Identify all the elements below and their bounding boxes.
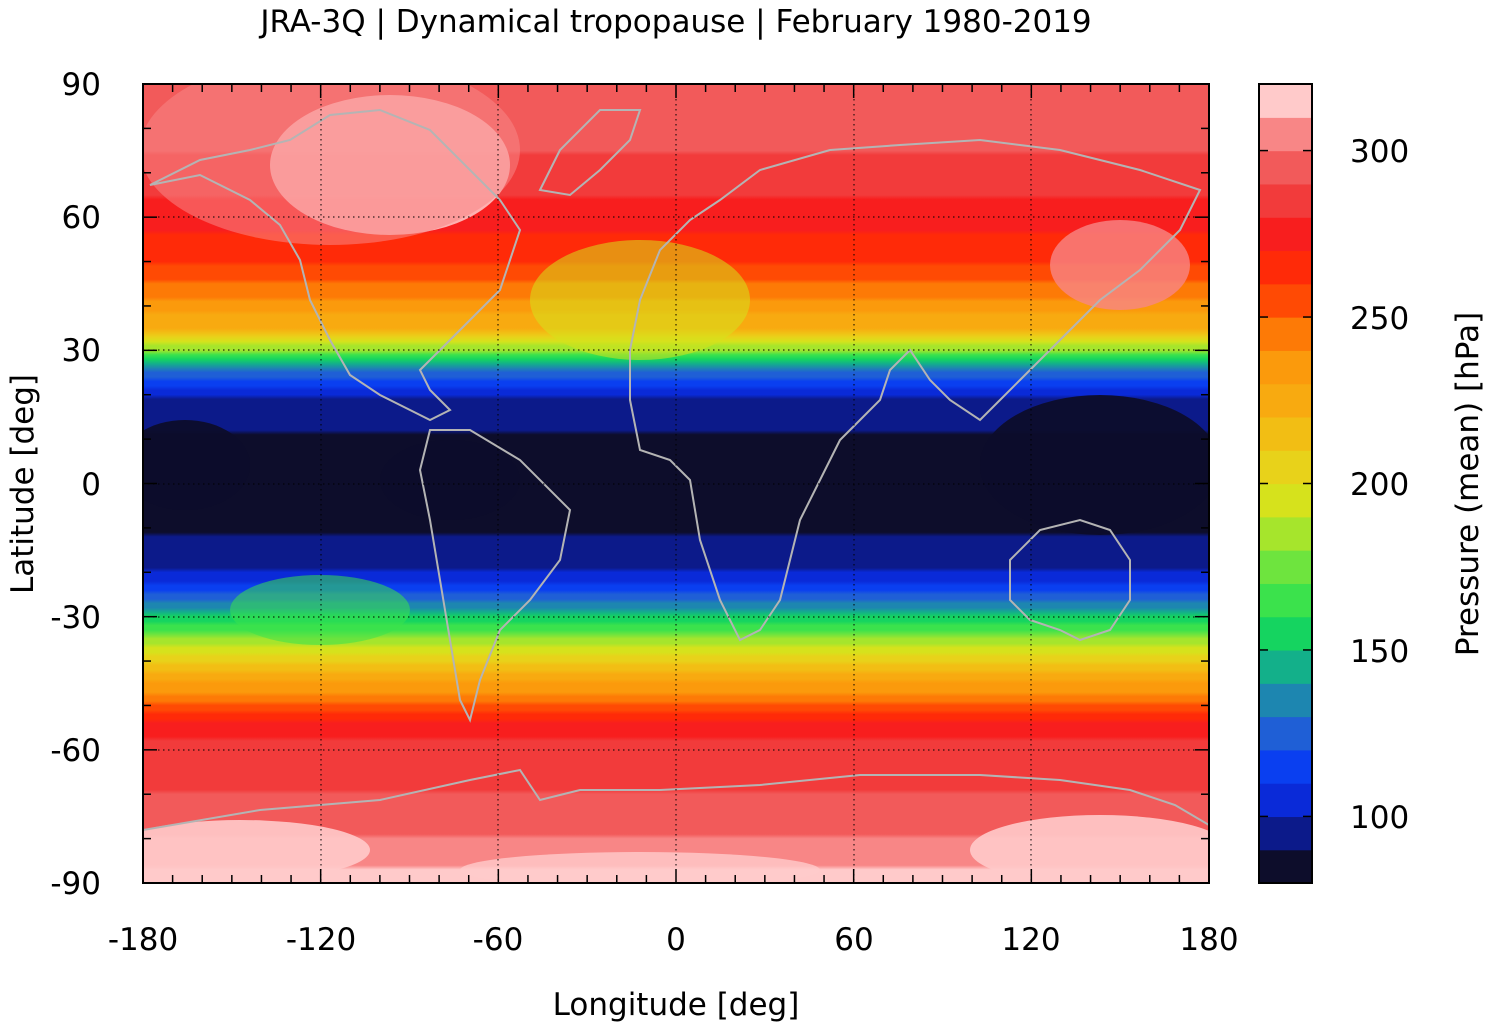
y-tick-label: -60 [50, 733, 101, 769]
colorbar-label: Pressure (mean) [hPa] [1450, 312, 1486, 656]
dateline-deep-patch [143, 420, 250, 510]
colorbar-tick-label: 200 [1350, 467, 1409, 503]
south-america-deep-patch [380, 440, 520, 520]
tick-marks [142, 83, 1210, 884]
y-tick-label: 60 [62, 200, 101, 236]
colorbar-swatch [1259, 317, 1312, 351]
coastline-south-america [418, 429, 572, 723]
colorbar-swatch [1259, 383, 1312, 418]
colorbar-swatch [1259, 483, 1312, 518]
colorbar-swatch [1259, 783, 1312, 818]
colorbar-swatch [1259, 516, 1312, 551]
x-axis-label: Longitude [deg] [553, 987, 800, 1023]
colorbar-swatch [1259, 283, 1312, 318]
colorbar-tick-label: 150 [1350, 634, 1409, 670]
colorbar-swatch [1259, 649, 1312, 684]
y-axis: 90 60 30 0 -30 -60 -90 Latitude [deg] [5, 67, 101, 902]
colorbar-tick-label: 100 [1350, 800, 1409, 836]
colorbar-swatch [1259, 550, 1312, 584]
coastline-australia [1009, 518, 1131, 642]
north-america-outer-patch [143, 84, 520, 245]
x-tick-label: 180 [1179, 922, 1238, 958]
antarctic-high-patch-center [460, 852, 820, 883]
coastline-greenland [538, 109, 642, 197]
colorbar-swatch [1259, 716, 1312, 751]
y-tick-label: 90 [62, 67, 101, 103]
anomaly-patches [143, 84, 1209, 883]
colorbar-tick-label: 250 [1350, 301, 1409, 337]
colorbar-swatch [1259, 450, 1312, 485]
colorbar-swatch [1259, 183, 1312, 218]
grid-lines [143, 84, 1209, 883]
colorbar-tick-marks [1259, 149, 1312, 818]
antarctic-high-patch-east [970, 815, 1209, 883]
coastline-north-america [149, 108, 522, 422]
colorbar: 100 150 200 250 300 Pressure (mean) [hPa… [1258, 83, 1486, 884]
colorbar-swatch [1259, 117, 1312, 152]
south-pacific-green-patch [230, 575, 410, 645]
x-axis: -180 -120 -60 0 60 120 180 Longitude [de… [108, 922, 1239, 1023]
colorbar-swatch [1259, 84, 1312, 118]
colorbar-swatch [1259, 616, 1312, 651]
x-tick-label: 120 [1001, 922, 1060, 958]
x-tick-label: 0 [666, 922, 686, 958]
y-tick-label: -90 [50, 866, 101, 902]
x-tick-label: -120 [286, 922, 356, 958]
coastlines [143, 108, 1209, 831]
x-tick-label: -180 [108, 922, 178, 958]
coastline-africa-eurasia [629, 138, 1202, 642]
antarctic-high-patch [143, 820, 370, 880]
colorbar-swatch [1259, 217, 1312, 252]
y-tick-label: 0 [81, 467, 101, 503]
colorbar-swatch [1259, 816, 1312, 851]
colorbar-swatch [1259, 150, 1312, 185]
y-tick-label: -30 [50, 600, 101, 636]
maritime-continent-deep-patch [980, 395, 1209, 535]
colorbar-swatch [1259, 749, 1312, 784]
colorbar-swatch [1259, 583, 1312, 618]
y-tick-label: 30 [62, 333, 101, 369]
plot-area [142, 83, 1210, 884]
x-tick-label: 60 [834, 922, 873, 958]
north-pacific-patch [1050, 220, 1190, 310]
colorbar-swatch [1259, 350, 1312, 385]
colorbar-swatch [1259, 683, 1312, 718]
chart-title: JRA-3Q | Dynamical tropopause | February… [258, 4, 1091, 40]
colorbar-swatch [1259, 250, 1312, 285]
colorbar-tick-label: 300 [1350, 134, 1409, 170]
colorbar-swatches [1259, 84, 1312, 884]
y-axis-label: Latitude [deg] [5, 374, 41, 594]
coastline-antarctica [143, 768, 1209, 831]
colorbar-swatch [1259, 416, 1312, 451]
colorbar-swatch [1259, 849, 1312, 884]
x-tick-label: -60 [473, 922, 524, 958]
